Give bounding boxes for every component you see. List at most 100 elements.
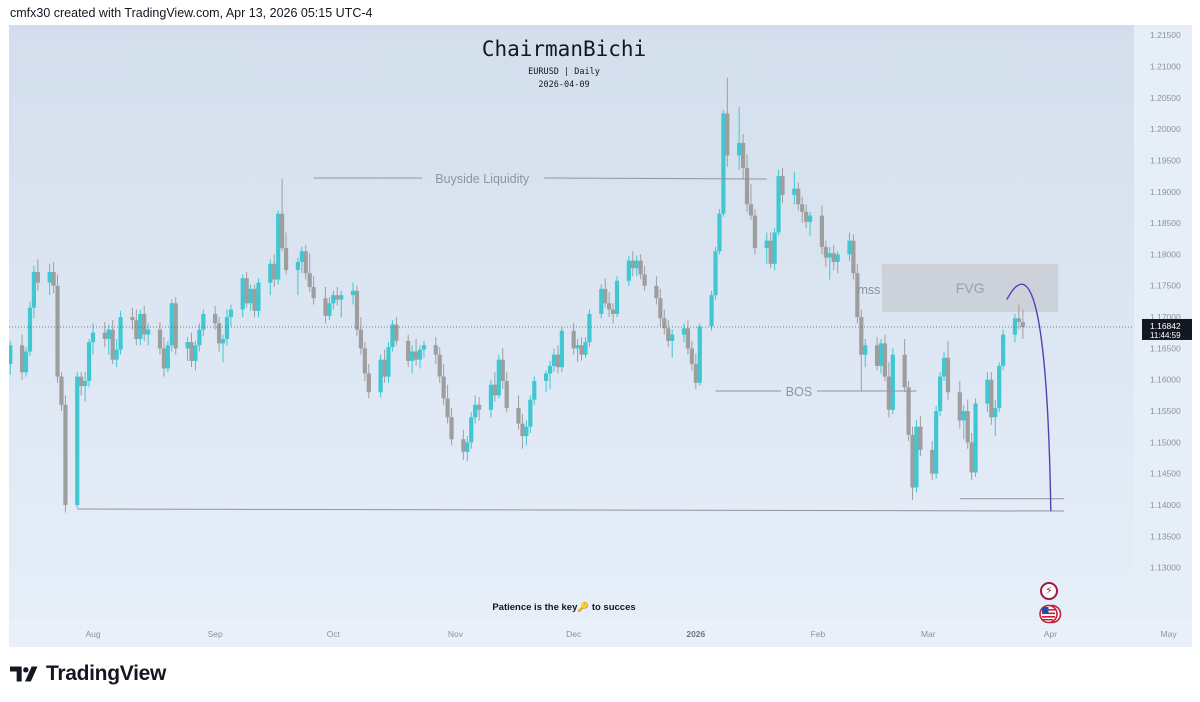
candle[interactable]: [741, 134, 746, 180]
candle[interactable]: [406, 334, 411, 368]
candle[interactable]: [910, 426, 915, 501]
candle[interactable]: [469, 412, 474, 449]
candle[interactable]: [157, 322, 163, 355]
candle[interactable]: [906, 380, 911, 442]
fvg-zone[interactable]: [881, 263, 1059, 313]
candle[interactable]: [165, 340, 170, 373]
candle[interactable]: [173, 297, 178, 355]
candle[interactable]: [748, 184, 754, 220]
candle[interactable]: [630, 251, 635, 277]
candle[interactable]: [693, 353, 698, 390]
candle[interactable]: [465, 436, 470, 462]
candle[interactable]: [473, 395, 478, 424]
candle[interactable]: [331, 290, 336, 310]
candle[interactable]: [102, 322, 107, 348]
candle[interactable]: [882, 334, 888, 381]
candle[interactable]: [528, 395, 533, 433]
candle[interactable]: [390, 320, 395, 352]
candle[interactable]: [796, 182, 801, 211]
candle[interactable]: [587, 309, 592, 348]
candle[interactable]: [110, 320, 115, 365]
candle[interactable]: [252, 284, 257, 318]
candle[interactable]: [433, 337, 438, 365]
candle[interactable]: [35, 259, 40, 291]
candle[interactable]: [847, 232, 852, 261]
candle[interactable]: [276, 210, 281, 285]
candle[interactable]: [47, 263, 52, 296]
candle[interactable]: [831, 245, 836, 271]
candlestick-chart[interactable]: FVG Buyside Liquidity BOS mss 1.21500 1.2100…: [9, 25, 1192, 647]
candle[interactable]: [83, 372, 88, 402]
candle[interactable]: [654, 276, 659, 305]
candle[interactable]: [599, 284, 604, 319]
candle[interactable]: [366, 364, 371, 399]
candle[interactable]: [437, 347, 442, 383]
candle[interactable]: [851, 234, 856, 280]
candle[interactable]: [272, 254, 277, 287]
candle[interactable]: [744, 154, 750, 212]
candle[interactable]: [638, 254, 643, 280]
candle[interactable]: [118, 310, 123, 355]
chart-panel[interactable]: FVG Buyside Liquidity BOS mss 1.21500 1.2100…: [9, 25, 1192, 647]
candle[interactable]: [780, 167, 785, 204]
candle[interactable]: [138, 309, 143, 346]
candle[interactable]: [819, 205, 824, 255]
candle[interactable]: [350, 282, 356, 305]
candle[interactable]: [1020, 309, 1025, 339]
candle[interactable]: [776, 169, 781, 236]
candle[interactable]: [792, 171, 797, 205]
candle[interactable]: [488, 379, 494, 418]
candle[interactable]: [835, 251, 840, 274]
candle[interactable]: [51, 261, 56, 294]
candle[interactable]: [378, 354, 383, 398]
candle[interactable]: [299, 246, 304, 274]
candle[interactable]: [248, 284, 253, 311]
candle[interactable]: [603, 278, 608, 308]
candle[interactable]: [216, 317, 222, 352]
candle[interactable]: [1012, 313, 1018, 343]
candle[interactable]: [477, 397, 482, 421]
candle[interactable]: [335, 286, 340, 306]
candle[interactable]: [610, 303, 616, 324]
candle[interactable]: [358, 317, 364, 355]
candle[interactable]: [189, 332, 194, 368]
candle[interactable]: [713, 246, 718, 300]
candle[interactable]: [394, 317, 399, 346]
candle[interactable]: [130, 307, 135, 330]
candle[interactable]: [201, 309, 206, 336]
candle[interactable]: [930, 441, 935, 480]
candle[interactable]: [417, 345, 423, 369]
candle[interactable]: [547, 360, 553, 390]
candle[interactable]: [323, 286, 328, 324]
candle[interactable]: [193, 340, 198, 371]
candle[interactable]: [768, 232, 773, 269]
candle[interactable]: [362, 342, 367, 381]
candle[interactable]: [1001, 329, 1006, 371]
candle[interactable]: [146, 323, 151, 346]
candle[interactable]: [890, 348, 895, 415]
candle[interactable]: [169, 299, 174, 352]
candle[interactable]: [382, 349, 387, 383]
candle[interactable]: [945, 340, 951, 400]
candle[interactable]: [31, 265, 36, 319]
candle[interactable]: [228, 304, 233, 327]
candle[interactable]: [662, 309, 667, 335]
candle[interactable]: [807, 211, 813, 236]
candle[interactable]: [461, 429, 466, 460]
candle[interactable]: [764, 232, 769, 264]
candle[interactable]: [449, 407, 454, 446]
candle[interactable]: [634, 255, 639, 277]
time-axis-background[interactable]: [9, 621, 1192, 647]
candle[interactable]: [874, 337, 880, 371]
candle[interactable]: [114, 338, 119, 368]
candle[interactable]: [516, 395, 521, 430]
candle[interactable]: [224, 309, 230, 346]
candle[interactable]: [855, 263, 860, 324]
last-price-badge[interactable]: [1142, 318, 1192, 340]
candle[interactable]: [886, 362, 891, 418]
candle[interactable]: [658, 288, 663, 327]
candle[interactable]: [551, 348, 557, 373]
tradingview-logo[interactable]: TradingView: [10, 662, 166, 686]
candle[interactable]: [938, 372, 943, 417]
candle[interactable]: [185, 337, 190, 361]
